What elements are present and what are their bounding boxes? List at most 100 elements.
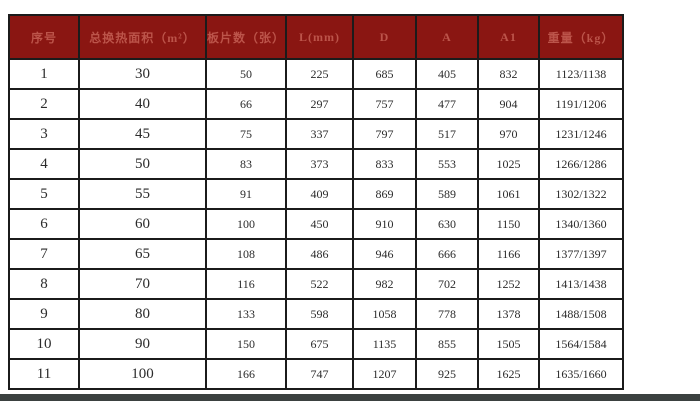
table-cell: 66	[205, 88, 287, 120]
table-cell: 6	[8, 208, 80, 240]
table-cell: 150	[205, 328, 287, 360]
table-cell: 45	[78, 118, 207, 150]
table-cell: 108	[205, 238, 287, 270]
table-cell: 70	[78, 268, 207, 300]
table-cell: 1266/1286	[538, 148, 624, 180]
table-cell: 1377/1397	[538, 238, 624, 270]
table-cell: 1488/1508	[538, 298, 624, 330]
header-cell: L(mm)	[285, 14, 354, 60]
table-cell: 30	[78, 58, 207, 90]
table-cell: 553	[415, 148, 479, 180]
table-cell: 55	[78, 178, 207, 210]
table-cell: 1207	[352, 358, 417, 390]
table-cell: 1135	[352, 328, 417, 360]
table-cell: 855	[415, 328, 479, 360]
table-cell: 166	[205, 358, 287, 390]
table-cell: 904	[477, 88, 540, 120]
table-row: 3 45 75 337 797 517 970 1231/1246	[8, 118, 624, 150]
table-cell: 486	[285, 238, 354, 270]
table-cell: 60	[78, 208, 207, 240]
table-cell: 337	[285, 118, 354, 150]
table-cell: 1061	[477, 178, 540, 210]
header-cell: 板片数（张）	[205, 14, 287, 60]
table-cell: 225	[285, 58, 354, 90]
table-cell: 517	[415, 118, 479, 150]
table-cell: 405	[415, 58, 479, 90]
header-cell: D	[352, 14, 417, 60]
header-cell: 总换热面积（m²）	[78, 14, 207, 60]
table-cell: 1378	[477, 298, 540, 330]
table-cell: 11	[8, 358, 80, 390]
table-cell: 778	[415, 298, 479, 330]
table-cell: 100	[205, 208, 287, 240]
table-cell: 685	[352, 58, 417, 90]
table-body: 1 30 50 225 685 405 832 1123/1138 2 40 66 297 757 477…	[8, 58, 624, 390]
table-cell: 100	[78, 358, 207, 390]
table-cell: 40	[78, 88, 207, 120]
table-cell: 90	[78, 328, 207, 360]
table-row: 10 90 150 675 1135 855 1505 1564/1584	[8, 328, 624, 360]
table-cell: 8	[8, 268, 80, 300]
table-cell: 1231/1246	[538, 118, 624, 150]
table-cell: 1166	[477, 238, 540, 270]
table-cell: 757	[352, 88, 417, 120]
table-cell: 970	[477, 118, 540, 150]
header-cell: A	[415, 14, 479, 60]
spec-table: 序号 总换热面积（m²） 板片数（张） L(mm) D A A1 重量（kg） 1 30 50 22…	[8, 14, 624, 390]
table-cell: 4	[8, 148, 80, 180]
table-cell: 450	[285, 208, 354, 240]
table-row: 7 65 108 486 946 666 1166 1377/1397	[8, 238, 624, 270]
table-cell: 1302/1322	[538, 178, 624, 210]
table-cell: 832	[477, 58, 540, 90]
table-cell: 50	[205, 58, 287, 90]
table-cell: 589	[415, 178, 479, 210]
table-row: 2 40 66 297 757 477 904 1191/1206	[8, 88, 624, 120]
table-cell: 1505	[477, 328, 540, 360]
table-cell: 1252	[477, 268, 540, 300]
table-cell: 702	[415, 268, 479, 300]
table-cell: 91	[205, 178, 287, 210]
table-cell: 630	[415, 208, 479, 240]
table-row: 8 70 116 522 982 702 1252 1413/1438	[8, 268, 624, 300]
table-cell: 1191/1206	[538, 88, 624, 120]
bottom-bar	[0, 394, 700, 401]
table-cell: 1413/1438	[538, 268, 624, 300]
table-cell: 1025	[477, 148, 540, 180]
table-cell: 83	[205, 148, 287, 180]
table-cell: 1340/1360	[538, 208, 624, 240]
header-row: 序号 总换热面积（m²） 板片数（张） L(mm) D A A1 重量（kg）	[8, 14, 624, 60]
table-cell: 80	[78, 298, 207, 330]
header-cell: 序号	[8, 14, 80, 60]
table-cell: 1150	[477, 208, 540, 240]
table-cell: 477	[415, 88, 479, 120]
table-cell: 910	[352, 208, 417, 240]
table-cell: 3	[8, 118, 80, 150]
table-cell: 797	[352, 118, 417, 150]
table-cell: 925	[415, 358, 479, 390]
table-cell: 7	[8, 238, 80, 270]
table-cell: 50	[78, 148, 207, 180]
table-cell: 10	[8, 328, 80, 360]
table-cell: 675	[285, 328, 354, 360]
table-cell: 1625	[477, 358, 540, 390]
table-cell: 747	[285, 358, 354, 390]
table-cell: 833	[352, 148, 417, 180]
table-cell: 116	[205, 268, 287, 300]
table-cell: 1	[8, 58, 80, 90]
table-cell: 133	[205, 298, 287, 330]
table-row: 11 100 166 747 1207 925 1625 1635/1660	[8, 358, 624, 390]
table-cell: 946	[352, 238, 417, 270]
spec-table-container: 序号 总换热面积（m²） 板片数（张） L(mm) D A A1 重量（kg） 1 30 50 22…	[8, 14, 624, 390]
table-cell: 1635/1660	[538, 358, 624, 390]
table-row: 6 60 100 450 910 630 1150 1340/1360	[8, 208, 624, 240]
header-cell: A1	[477, 14, 540, 60]
table-cell: 2	[8, 88, 80, 120]
header-cell: 重量（kg）	[538, 14, 624, 60]
table-cell: 1123/1138	[538, 58, 624, 90]
table-cell: 869	[352, 178, 417, 210]
table-cell: 522	[285, 268, 354, 300]
table-row: 4 50 83 373 833 553 1025 1266/1286	[8, 148, 624, 180]
table-row: 1 30 50 225 685 405 832 1123/1138	[8, 58, 624, 90]
table-header: 序号 总换热面积（m²） 板片数（张） L(mm) D A A1 重量（kg）	[8, 14, 624, 60]
table-cell: 982	[352, 268, 417, 300]
